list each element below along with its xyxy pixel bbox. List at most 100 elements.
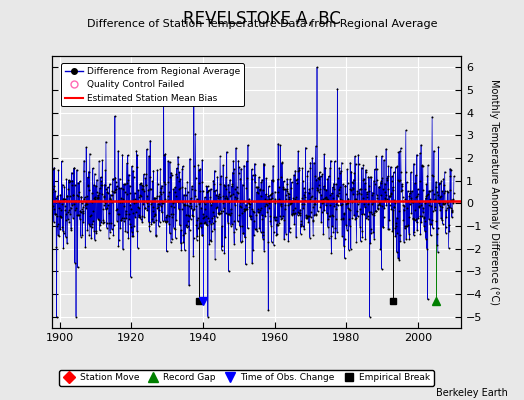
Point bbox=[61, 234, 70, 240]
Point bbox=[362, 214, 370, 221]
Point bbox=[401, 168, 410, 175]
Point bbox=[200, 220, 208, 226]
Point bbox=[427, 221, 435, 227]
Point bbox=[271, 216, 279, 223]
Point bbox=[125, 172, 133, 178]
Point bbox=[58, 200, 66, 207]
Point bbox=[345, 206, 353, 212]
Point bbox=[338, 197, 346, 204]
Point bbox=[192, 236, 201, 243]
Point bbox=[93, 192, 102, 199]
Point bbox=[363, 189, 371, 195]
Point bbox=[169, 199, 177, 206]
Point bbox=[228, 170, 237, 176]
Point bbox=[275, 220, 283, 226]
Point bbox=[80, 157, 88, 164]
Point bbox=[364, 215, 372, 222]
Point bbox=[134, 244, 142, 251]
Point bbox=[271, 188, 279, 195]
Point bbox=[384, 186, 392, 192]
Point bbox=[143, 200, 151, 206]
Point bbox=[260, 195, 269, 202]
Point bbox=[54, 232, 62, 238]
Point bbox=[71, 182, 79, 188]
Point bbox=[200, 219, 209, 225]
Point bbox=[268, 190, 276, 196]
Point bbox=[378, 175, 387, 182]
Point bbox=[260, 247, 268, 254]
Point bbox=[354, 161, 363, 167]
Point bbox=[147, 186, 155, 192]
Point bbox=[95, 189, 104, 196]
Point bbox=[248, 166, 256, 172]
Point bbox=[431, 197, 439, 204]
Point bbox=[245, 196, 253, 202]
Point bbox=[303, 214, 311, 221]
Point bbox=[217, 209, 225, 216]
Point bbox=[285, 196, 293, 202]
Point bbox=[398, 183, 407, 189]
Point bbox=[93, 176, 101, 183]
Point bbox=[186, 199, 194, 206]
Point bbox=[398, 181, 406, 187]
Point bbox=[261, 191, 270, 198]
Point bbox=[376, 202, 384, 208]
Point bbox=[159, 85, 168, 92]
Point bbox=[193, 196, 201, 202]
Point bbox=[168, 200, 177, 206]
Point bbox=[178, 166, 187, 172]
Point bbox=[270, 229, 278, 236]
Point bbox=[253, 228, 261, 234]
Point bbox=[316, 186, 324, 192]
Point bbox=[375, 184, 383, 190]
Point bbox=[161, 150, 170, 157]
Point bbox=[87, 212, 95, 218]
Point bbox=[344, 246, 353, 253]
Point bbox=[177, 227, 185, 233]
Point bbox=[439, 200, 447, 207]
Point bbox=[276, 202, 285, 209]
Point bbox=[412, 219, 421, 226]
Point bbox=[365, 208, 373, 215]
Point bbox=[104, 184, 112, 190]
Point bbox=[202, 213, 210, 220]
Point bbox=[390, 204, 398, 210]
Point bbox=[381, 189, 389, 195]
Point bbox=[339, 216, 347, 222]
Point bbox=[276, 213, 284, 220]
Point bbox=[356, 206, 365, 212]
Point bbox=[131, 214, 139, 220]
Point bbox=[49, 186, 57, 192]
Point bbox=[421, 218, 430, 224]
Point bbox=[122, 211, 130, 217]
Point bbox=[133, 152, 141, 158]
Point bbox=[359, 210, 368, 217]
Point bbox=[418, 162, 426, 168]
Point bbox=[418, 163, 426, 169]
Point bbox=[244, 199, 253, 205]
Point bbox=[223, 194, 232, 201]
Point bbox=[135, 205, 143, 211]
Point bbox=[134, 194, 143, 200]
Point bbox=[298, 195, 306, 201]
Point bbox=[292, 234, 300, 240]
Point bbox=[102, 220, 111, 226]
Point bbox=[265, 183, 273, 190]
Point bbox=[198, 232, 206, 238]
Point bbox=[305, 186, 313, 192]
Point bbox=[196, 166, 204, 172]
Point bbox=[204, 314, 212, 320]
Point bbox=[200, 199, 209, 206]
Point bbox=[394, 255, 402, 261]
Point bbox=[445, 203, 453, 210]
Point bbox=[167, 239, 175, 245]
Point bbox=[375, 199, 384, 205]
Point bbox=[437, 178, 445, 184]
Point bbox=[304, 213, 312, 220]
Point bbox=[268, 194, 277, 201]
Point bbox=[178, 184, 186, 190]
Point bbox=[82, 199, 90, 205]
Point bbox=[177, 246, 185, 253]
Point bbox=[140, 171, 148, 178]
Point bbox=[435, 198, 443, 205]
